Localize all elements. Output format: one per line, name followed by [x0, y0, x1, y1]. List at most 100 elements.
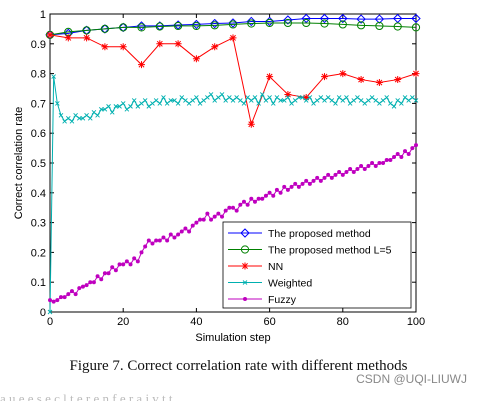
- data-point-nn: [64, 34, 72, 42]
- data-point-weighted: [102, 107, 108, 112]
- data-point-weighted: [109, 110, 115, 115]
- legend-entry-the-proposed-method: The proposed method: [228, 228, 371, 240]
- data-point-nn: [174, 40, 182, 48]
- data-point-weighted: [117, 104, 122, 109]
- data-point-weighted: [128, 104, 133, 109]
- data-point-weighted: [314, 98, 320, 103]
- data-point-fuzzy: [340, 172, 345, 177]
- data-point-weighted: [175, 101, 181, 106]
- data-point-weighted: [274, 95, 280, 100]
- x-tick-label: 40: [190, 316, 202, 328]
- data-point-weighted: [51, 74, 56, 79]
- data-point-fuzzy: [241, 199, 246, 204]
- legend-marker: [240, 228, 250, 238]
- x-tick-label: 0: [47, 316, 53, 328]
- data-point-weighted: [87, 115, 93, 121]
- data-point-weighted: [190, 98, 196, 103]
- data-point-the-proposed-method-l-5: [320, 19, 329, 28]
- trailing-text: a u e e s e c l t e r e n f e r a i v t …: [0, 391, 173, 401]
- data-point-fuzzy: [326, 172, 331, 177]
- data-point-fuzzy: [395, 152, 400, 157]
- data-point-weighted: [186, 101, 192, 106]
- data-point-weighted: [391, 104, 397, 109]
- data-point-fuzzy: [187, 229, 192, 234]
- data-point-weighted: [355, 95, 360, 100]
- data-point-weighted: [139, 101, 144, 106]
- data-point-fuzzy: [344, 169, 349, 174]
- legend-entry-weighted: Weighted: [228, 278, 312, 290]
- data-point-weighted: [259, 92, 265, 97]
- data-point-the-proposed-method-l-5: [375, 21, 384, 31]
- data-point-the-proposed-method-l-5: [155, 22, 164, 31]
- data-point-weighted: [311, 101, 316, 106]
- data-point-nn: [46, 31, 54, 39]
- data-point-weighted: [325, 95, 331, 100]
- data-point-weighted: [73, 113, 78, 118]
- data-point-fuzzy: [121, 262, 126, 267]
- data-point-fuzzy: [48, 298, 52, 303]
- data-point-weighted: [373, 98, 379, 103]
- data-point-the-proposed-method: [246, 16, 257, 27]
- data-point-the-proposed-method: [209, 18, 220, 29]
- data-point-weighted: [216, 95, 221, 100]
- data-point-weighted: [333, 101, 338, 106]
- y-tick-label: 0.3: [31, 218, 46, 230]
- data-point-weighted: [150, 101, 155, 106]
- data-point-weighted: [303, 98, 309, 103]
- data-point-fuzzy: [212, 214, 217, 219]
- data-point-fuzzy: [362, 166, 367, 171]
- data-point-fuzzy: [348, 166, 353, 171]
- data-point-nn: [266, 73, 274, 81]
- data-point-fuzzy: [55, 298, 60, 303]
- data-point-the-proposed-method-l-5: [228, 20, 238, 29]
- data-point-fuzzy: [249, 196, 254, 201]
- data-point-the-proposed-method-l-5: [45, 30, 55, 39]
- data-point-nn: [339, 70, 347, 78]
- data-point-nn: [83, 34, 91, 42]
- data-point-weighted: [142, 98, 148, 103]
- legend-label: The proposed method: [268, 228, 371, 240]
- data-point-weighted: [329, 98, 335, 103]
- data-point-weighted: [62, 118, 67, 124]
- figure-canvas: 0 20 40 60 80 100 0 0.1 0.2 0.3 0.4 0.5 0.6 0.7 0.8 0.…: [13, 9, 425, 344]
- data-point-the-proposed-method-l-5: [247, 19, 256, 28]
- legend-marker: [242, 280, 248, 285]
- data-point-the-proposed-method-l-5: [100, 24, 110, 33]
- data-point-fuzzy: [154, 238, 159, 243]
- data-point-weighted: [172, 98, 177, 103]
- data-point-weighted: [263, 98, 269, 103]
- data-point-fuzzy: [377, 161, 382, 165]
- data-point-fuzzy: [278, 190, 283, 195]
- data-point-weighted: [362, 101, 368, 106]
- data-point-fuzzy: [285, 187, 290, 192]
- data-point-weighted: [296, 95, 302, 100]
- data-point-fuzzy: [289, 184, 294, 189]
- data-point-the-proposed-method-l-5: [265, 18, 274, 28]
- x-axis-label: Simulation step: [195, 332, 270, 344]
- data-point-nn: [321, 73, 328, 81]
- data-point-weighted: [164, 101, 170, 106]
- data-point-weighted: [120, 101, 126, 106]
- data-point-nn: [247, 120, 255, 128]
- data-point-weighted: [205, 95, 210, 100]
- data-point-the-proposed-method: [283, 15, 293, 25]
- data-point-weighted: [289, 101, 294, 106]
- data-point-fuzzy: [282, 184, 287, 189]
- data-point-nn: [101, 43, 109, 51]
- y-axis: 0 0.1 0.2 0.3 0.4 0.5 0.6 0.7 0.8 0.9 1: [31, 9, 416, 319]
- data-point-fuzzy: [333, 172, 338, 177]
- x-tick-label: 20: [117, 316, 129, 328]
- data-point-weighted: [395, 98, 401, 103]
- data-point-weighted: [377, 101, 382, 106]
- data-point-weighted: [344, 95, 349, 100]
- data-point-weighted: [212, 98, 218, 103]
- data-point-weighted: [292, 98, 298, 103]
- data-point-fuzzy: [205, 211, 210, 216]
- data-point-fuzzy: [198, 217, 203, 222]
- legend-entry-the-proposed-method-l-5: The proposed method L=5: [228, 245, 392, 257]
- data-point-fuzzy: [58, 295, 63, 300]
- data-point-fuzzy: [62, 295, 67, 300]
- data-point-weighted: [380, 98, 386, 103]
- data-point-weighted: [252, 95, 258, 100]
- data-point-fuzzy: [176, 232, 181, 237]
